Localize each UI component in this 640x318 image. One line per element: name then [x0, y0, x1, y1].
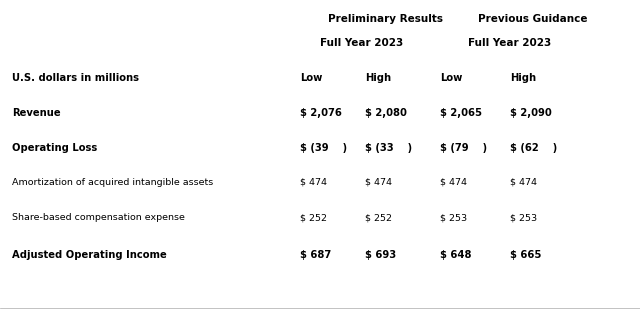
Text: Previous Guidance: Previous Guidance: [478, 14, 588, 24]
Text: Low: Low: [300, 73, 323, 83]
Text: Full Year 2023: Full Year 2023: [468, 38, 551, 48]
Text: Share-based compensation expense: Share-based compensation expense: [12, 213, 185, 222]
Text: Full Year 2023: Full Year 2023: [320, 38, 403, 48]
Text: $ 474: $ 474: [300, 178, 327, 187]
Text: $ (33    ): $ (33 ): [365, 143, 412, 153]
Text: $ (79    ): $ (79 ): [440, 143, 487, 153]
Text: $ 693: $ 693: [365, 250, 396, 260]
Text: Revenue: Revenue: [12, 108, 61, 118]
Text: High: High: [365, 73, 391, 83]
Text: $ 474: $ 474: [510, 178, 537, 187]
Text: $ 665: $ 665: [510, 250, 541, 260]
Text: Adjusted Operating Income: Adjusted Operating Income: [12, 250, 167, 260]
Text: $ 253: $ 253: [440, 213, 467, 222]
Text: $ 2,065: $ 2,065: [440, 108, 482, 118]
Text: $ 253: $ 253: [510, 213, 537, 222]
Text: $ 2,090: $ 2,090: [510, 108, 552, 118]
Text: $ 687: $ 687: [300, 250, 332, 260]
Text: $ 474: $ 474: [365, 178, 392, 187]
Text: $ 474: $ 474: [440, 178, 467, 187]
Text: $ 252: $ 252: [300, 213, 327, 222]
Text: $ 252: $ 252: [365, 213, 392, 222]
Text: $ 648: $ 648: [440, 250, 472, 260]
Text: $ (39    ): $ (39 ): [300, 143, 347, 153]
Text: $ 2,080: $ 2,080: [365, 108, 407, 118]
Text: High: High: [510, 73, 536, 83]
Text: Low: Low: [440, 73, 462, 83]
Text: $ 2,076: $ 2,076: [300, 108, 342, 118]
Text: $ (62    ): $ (62 ): [510, 143, 557, 153]
Text: Amortization of acquired intangible assets: Amortization of acquired intangible asse…: [12, 178, 213, 187]
Text: U.S. dollars in millions: U.S. dollars in millions: [12, 73, 139, 83]
Text: Operating Loss: Operating Loss: [12, 143, 97, 153]
Text: Preliminary Results: Preliminary Results: [328, 14, 443, 24]
